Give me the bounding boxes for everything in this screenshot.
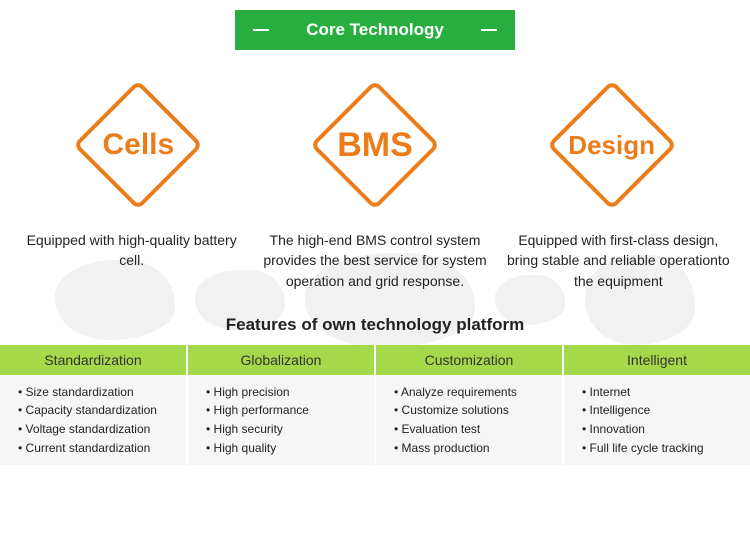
table-cell: Voltage standardization <box>18 420 178 439</box>
table-col-intelligent: Intelligent Internet Intelligence Innova… <box>564 345 750 465</box>
banner-title: Core Technology <box>306 20 444 40</box>
diamonds-row: Cells BMS Design <box>0 80 750 210</box>
table-cell: Customize solutions <box>394 401 554 420</box>
table-col-customization: Customization Analyze requirements Custo… <box>376 345 564 465</box>
table-col-header: Intelligent <box>564 345 750 375</box>
table-cell: High performance <box>206 401 366 420</box>
diamond-bms: BMS <box>310 80 440 210</box>
desc-design: Equipped with first-class design, bring … <box>506 230 731 291</box>
diamond-design: Design <box>547 80 677 210</box>
banner-dash-left <box>253 29 269 31</box>
descriptions-row: Equipped with high-quality battery cell.… <box>0 230 750 291</box>
table-cell: Full life cycle tracking <box>582 439 742 458</box>
table-col-body: Internet Intelligence Innovation Full li… <box>564 375 750 465</box>
features-table: Standardization Size standardization Cap… <box>0 345 750 465</box>
desc-cells: Equipped with high-quality battery cell. <box>19 230 244 291</box>
table-col-body: High precision High performance High sec… <box>188 375 374 465</box>
table-cell: Size standardization <box>18 383 178 402</box>
table-col-body: Analyze requirements Customize solutions… <box>376 375 562 465</box>
table-col-body: Size standardization Capacity standardiz… <box>0 375 186 465</box>
banner-dash-right <box>481 29 497 31</box>
core-technology-banner: Core Technology <box>235 10 515 50</box>
table-col-header: Standardization <box>0 345 186 375</box>
diamond-label: Cells <box>102 128 174 162</box>
table-cell: Capacity standardization <box>18 401 178 420</box>
table-cell: Current standardization <box>18 439 178 458</box>
table-cell: Evaluation test <box>394 420 554 439</box>
table-cell: High security <box>206 420 366 439</box>
table-col-header: Customization <box>376 345 562 375</box>
features-subtitle: Features of own technology platform <box>0 315 750 335</box>
diamond-label: Design <box>568 130 655 161</box>
table-cell: Internet <box>582 383 742 402</box>
desc-bms: The high-end BMS control system provides… <box>262 230 487 291</box>
table-cell: Mass production <box>394 439 554 458</box>
table-col-header: Globalization <box>188 345 374 375</box>
table-col-standardization: Standardization Size standardization Cap… <box>0 345 188 465</box>
diamond-label: BMS <box>337 126 413 165</box>
table-cell: Innovation <box>582 420 742 439</box>
table-cell: High quality <box>206 439 366 458</box>
diamond-cells: Cells <box>73 80 203 210</box>
table-col-globalization: Globalization High precision High perfor… <box>188 345 376 465</box>
table-cell: Intelligence <box>582 401 742 420</box>
table-cell: Analyze requirements <box>394 383 554 402</box>
table-cell: High precision <box>206 383 366 402</box>
